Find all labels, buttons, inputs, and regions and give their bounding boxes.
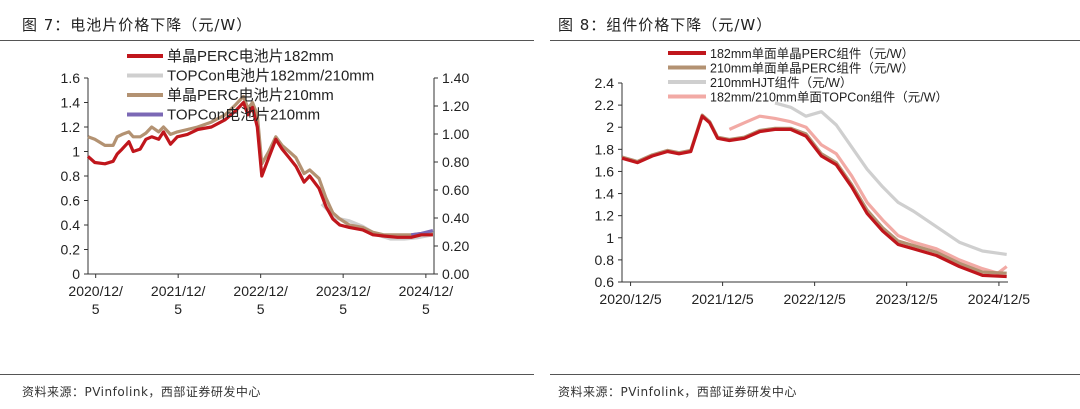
y-tick-label-left: 0.8 xyxy=(61,168,81,184)
y-tick-label-left: 1.2 xyxy=(61,119,81,135)
legend-label: 单晶PERC电池片210mm xyxy=(167,87,334,104)
x-tick-label: 2023/12/5 xyxy=(875,291,937,307)
legend-label: 182mm/210mm单面TOPCon组件（元/W） xyxy=(710,91,948,105)
y-tick-label-left: 1 xyxy=(72,144,80,160)
y-tick-label-right: 0.20 xyxy=(442,238,469,254)
legend-label: TOPCon电池片210mm xyxy=(167,107,320,124)
y-tick-label-left: 0.8 xyxy=(595,252,615,268)
y-tick-label-left: 1.4 xyxy=(61,95,81,111)
y-tick-label-left: 0.4 xyxy=(61,217,81,233)
right-title-rule xyxy=(550,40,1080,41)
legend-label: 210mmHJT组件（元/W） xyxy=(710,76,852,90)
left-title-rule xyxy=(0,40,534,41)
y-tick-label-left: 1.6 xyxy=(595,163,615,179)
right-chart-title: 图 8：组件价格下降（元/W） xyxy=(558,16,773,34)
y-tick-label-left: 1.2 xyxy=(595,208,615,224)
series-line-4 xyxy=(728,114,1008,275)
x-tick-label: 5 xyxy=(257,301,265,317)
y-tick-label-left: 1.6 xyxy=(61,70,81,86)
left-chart-title: 图 7：电池片价格下降（元/W） xyxy=(22,16,253,34)
x-tick-label: 5 xyxy=(174,301,182,317)
series-line-3 xyxy=(774,101,1007,256)
y-tick-label-right: 1.20 xyxy=(442,98,469,114)
right-source-rule xyxy=(550,374,1080,375)
legend-label: 182mm单面单晶PERC组件（元/W） xyxy=(710,47,914,61)
x-tick-label: 5 xyxy=(422,301,430,317)
y-tick-label-left: 0.2 xyxy=(61,242,81,258)
series-line-1 xyxy=(86,100,433,239)
y-tick-label-left: 1.4 xyxy=(595,186,615,202)
y-tick-label-left: 0.6 xyxy=(61,193,81,209)
x-tick-label: 2023/12/ xyxy=(316,283,371,299)
legend-label: TOPCon电池片182mm/210mm xyxy=(167,68,374,85)
x-tick-label: 2024/12/5 xyxy=(968,291,1030,307)
right-chart-svg: 0.6 0.8 1 1.2 1.4 1.6 1.8 2 2.2 2.4 2020/12/5 2021/… xyxy=(595,47,1031,307)
x-tick-label: 2024/12/ xyxy=(399,283,454,299)
left-source-rule xyxy=(0,374,534,375)
y-tick-label-right: 0.60 xyxy=(442,182,469,198)
x-tick-label: 5 xyxy=(92,301,100,317)
left-chart-panel: 图 7：电池片价格下降（元/W） 0 0.2 0.4 0.6 0.8 1 1.2 1.4 1.6… xyxy=(0,0,534,409)
left-source-note: 资料来源：PVinfolink，西部证券研发中心 xyxy=(22,385,261,399)
right-chart-panel: 图 8：组件价格下降（元/W） 0.6 0.8 1 1.2 1.4 1.6 1.8 2 2.2 2… xyxy=(550,0,1080,409)
x-tick-label: 5 xyxy=(339,301,347,317)
x-tick-label: 2020/12/5 xyxy=(599,291,661,307)
legend-label: 单晶PERC电池片182mm xyxy=(167,48,334,65)
x-tick-label: 2022/12/ xyxy=(233,283,288,299)
y-tick-label-left: 1.8 xyxy=(595,141,615,157)
y-tick-label-right: 0.00 xyxy=(442,266,469,282)
left-chart-svg: 0 0.2 0.4 0.6 0.8 1 1.2 1.4 1.6 0.00 0.20 0.40 0.60 0… xyxy=(61,48,470,317)
right-source-note: 资料来源：PVinfolink，西部证券研发中心 xyxy=(558,385,797,399)
y-tick-label-right: 0.80 xyxy=(442,154,469,170)
x-tick-label: 2020/12/ xyxy=(68,283,123,299)
series-line-3 xyxy=(87,94,433,237)
y-tick-label-left: 2.4 xyxy=(595,75,615,91)
y-tick-label-right: 0.40 xyxy=(442,210,469,226)
y-tick-label-left: 2 xyxy=(606,119,614,135)
x-tick-label: 2021/12/5 xyxy=(691,291,753,307)
x-tick-label: 2021/12/ xyxy=(151,283,206,299)
y-tick-label-left: 0.6 xyxy=(595,274,615,290)
y-tick-label-left: 1 xyxy=(606,230,614,246)
series-line-1 xyxy=(621,114,1007,279)
y-tick-label-left: 0 xyxy=(72,266,80,282)
legend-label: 210mm单面单晶PERC组件（元/W） xyxy=(710,62,914,76)
x-tick-label: 2022/12/5 xyxy=(783,291,845,307)
y-tick-label-left: 2.2 xyxy=(595,97,615,113)
y-tick-label-right: 1.40 xyxy=(442,70,469,86)
y-tick-label-right: 1.00 xyxy=(442,126,469,142)
